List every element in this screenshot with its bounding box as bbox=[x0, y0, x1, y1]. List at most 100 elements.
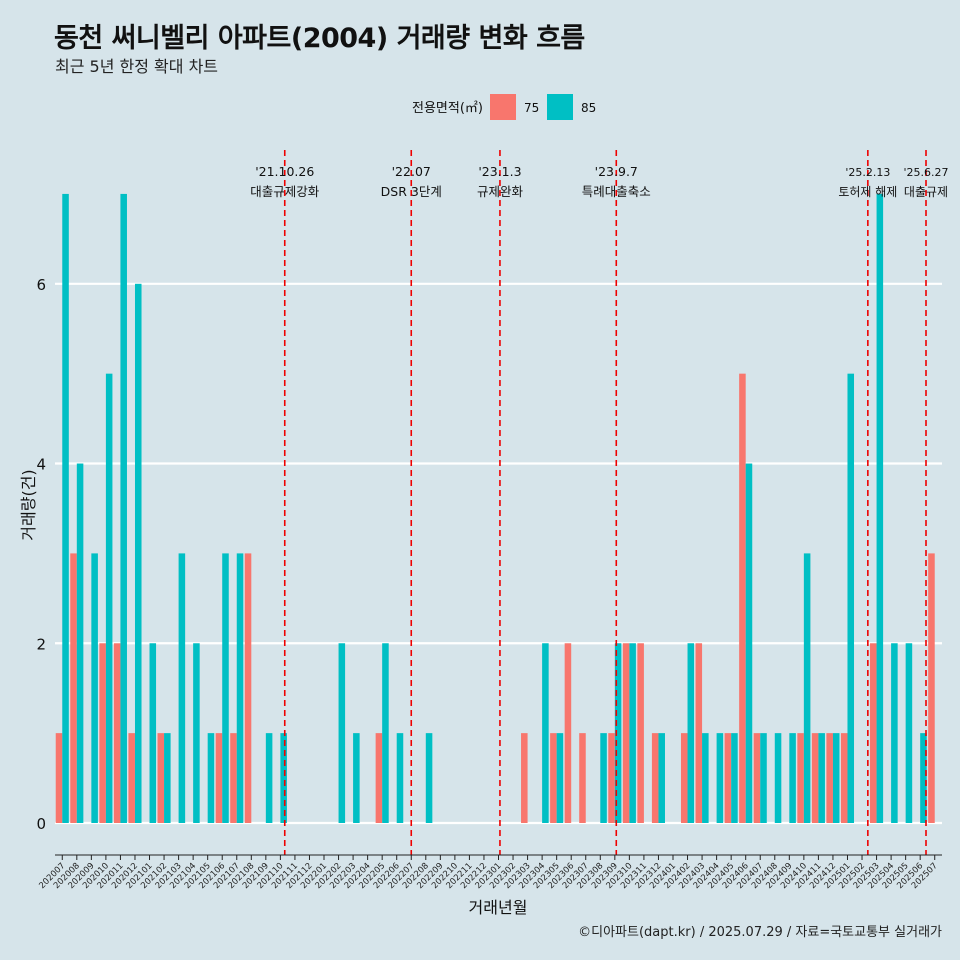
legend-label-85: 85 bbox=[581, 101, 596, 115]
bar-85-202010 bbox=[105, 373, 113, 823]
bar-85-202011 bbox=[120, 193, 127, 824]
event-date: '23.1.3 bbox=[478, 164, 521, 179]
y-axis-label: 거래량(건) bbox=[19, 469, 38, 540]
source-caption: ©디아파트(dapt.kr) / 2025.07.29 / 자료=국토교통부 실… bbox=[578, 925, 942, 940]
bar-85-202009 bbox=[91, 553, 98, 823]
bar-85-202404 bbox=[716, 733, 724, 823]
bar-75-202106 bbox=[215, 733, 223, 823]
bar-85-202202 bbox=[338, 643, 346, 823]
bar-75-202309 bbox=[608, 733, 615, 823]
event-date: '22.07 bbox=[392, 164, 431, 179]
bar-75-202412 bbox=[826, 733, 833, 823]
event-date: '25.2.13 bbox=[845, 166, 890, 179]
bar-85-202402 bbox=[687, 643, 695, 823]
bar-85-202008 bbox=[76, 463, 84, 823]
bar-75-202507 bbox=[928, 553, 935, 823]
bar-85-202109 bbox=[265, 733, 273, 823]
bar-75-202107 bbox=[230, 733, 237, 823]
bar-85-202506 bbox=[920, 733, 927, 823]
bar-75-202011 bbox=[113, 643, 121, 823]
y-tick-label: 4 bbox=[36, 456, 46, 474]
bar-85-202504 bbox=[891, 643, 898, 823]
bar-85-202309 bbox=[614, 643, 622, 823]
bar-85-202205 bbox=[382, 643, 389, 823]
bar-75-202405 bbox=[724, 733, 732, 823]
bar-75-202402 bbox=[680, 733, 688, 823]
bar-85-202106 bbox=[222, 553, 229, 823]
bar-75-202411 bbox=[811, 733, 819, 823]
chart-title: 동천 써니벨리 아파트(2004) 거래량 변화 흐름 bbox=[54, 23, 585, 54]
bar-85-202412 bbox=[832, 733, 840, 823]
bar-75-202108 bbox=[244, 553, 252, 823]
bar-85-202501 bbox=[847, 373, 855, 823]
bar-85-202411 bbox=[818, 733, 825, 823]
bar-85-202405 bbox=[731, 733, 738, 823]
bar-85-202312 bbox=[658, 733, 665, 823]
bar-75-202008 bbox=[70, 553, 77, 823]
event-label: 토허제 해제 bbox=[838, 185, 897, 199]
bar-85-202304 bbox=[542, 643, 549, 823]
bar-85-202102 bbox=[164, 733, 171, 823]
bar-85-202409 bbox=[789, 733, 796, 823]
bar-75-202307 bbox=[579, 733, 586, 823]
bar-85-202107 bbox=[236, 553, 244, 823]
bar-75-202012 bbox=[128, 733, 135, 823]
bar-85-202203 bbox=[353, 733, 360, 823]
bar-85-202407 bbox=[760, 733, 767, 823]
bar-85-202206 bbox=[396, 733, 404, 823]
y-tick-label: 0 bbox=[36, 815, 46, 833]
event-label: 특례대출축소 bbox=[582, 184, 651, 199]
bar-85-202308 bbox=[600, 733, 607, 823]
bar-85-202110 bbox=[280, 733, 287, 823]
bar-85-202408 bbox=[774, 733, 782, 823]
bar-75-202503 bbox=[870, 643, 877, 823]
event-label: 규제완화 bbox=[477, 184, 524, 199]
y-tick-label: 2 bbox=[36, 635, 46, 653]
bar-75-202305 bbox=[550, 733, 557, 823]
event-markers: '21.10.26 대출규제강화 '22.07 DSR 3단계 '23.1.3 규제완화 '… bbox=[250, 150, 949, 855]
event-label: 대출규제강화 bbox=[250, 184, 320, 199]
bars bbox=[55, 193, 935, 824]
bar-85-202101 bbox=[149, 643, 157, 823]
bar-75-202501 bbox=[840, 733, 848, 823]
bar-75-202310 bbox=[622, 643, 630, 823]
bar-75-202306 bbox=[564, 643, 572, 823]
gridlines bbox=[55, 282, 942, 825]
legend: 전용면적(㎡) 75 85 bbox=[412, 94, 596, 120]
bar-75-202102 bbox=[157, 733, 165, 823]
y-tick-label: 6 bbox=[36, 276, 46, 294]
bar-85-202410 bbox=[803, 553, 811, 823]
bar-85-202103 bbox=[178, 553, 186, 823]
bar-75-202403 bbox=[695, 643, 703, 823]
bar-75-202205 bbox=[375, 733, 383, 823]
bar-85-202012 bbox=[134, 283, 142, 823]
legend-key-85 bbox=[547, 94, 573, 120]
event-label: DSR 3단계 bbox=[381, 184, 442, 199]
event-date: '21.10.26 bbox=[255, 164, 314, 179]
bar-85-202208 bbox=[425, 733, 433, 823]
bar-75-202010 bbox=[99, 643, 106, 823]
legend-label-75: 75 bbox=[524, 101, 539, 115]
legend-title: 전용면적(㎡) bbox=[412, 101, 483, 116]
bar-75-202410 bbox=[797, 733, 804, 823]
bar-75-202406 bbox=[739, 373, 746, 823]
bar-85-202305 bbox=[556, 733, 564, 823]
bar-75-202312 bbox=[651, 733, 659, 823]
event-label: 대출규제 bbox=[904, 185, 948, 199]
bar-85-202007 bbox=[62, 193, 69, 824]
bar-75-202303 bbox=[521, 733, 528, 823]
x-axis-label: 거래년월 bbox=[469, 898, 528, 917]
bar-75-202311 bbox=[637, 643, 644, 823]
bar-85-202310 bbox=[629, 643, 636, 823]
bar-75-202007 bbox=[55, 733, 63, 823]
bar-85-202403 bbox=[702, 733, 709, 823]
bar-75-202407 bbox=[753, 733, 761, 823]
chart-subtitle: 최근 5년 한정 확대 차트 bbox=[55, 57, 219, 76]
event-date: '23.9.7 bbox=[595, 164, 638, 179]
bar-85-202406 bbox=[745, 463, 753, 823]
bar-85-202503 bbox=[876, 193, 884, 824]
bar-85-202105 bbox=[207, 733, 215, 823]
event-date: '25.6.27 bbox=[903, 166, 948, 179]
bar-85-202505 bbox=[905, 643, 913, 823]
